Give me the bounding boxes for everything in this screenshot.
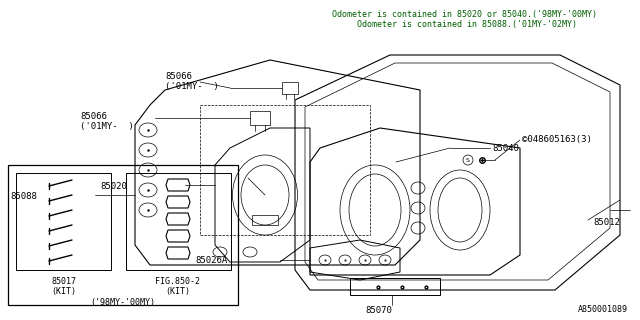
Text: ©048605163(3): ©048605163(3) [522,135,592,144]
Text: 85012: 85012 [593,218,620,227]
Text: A850001089: A850001089 [578,305,628,314]
Text: FIG.850-2: FIG.850-2 [156,277,200,286]
Text: ('98MY-'00MY): ('98MY-'00MY) [90,298,156,307]
Text: 85070: 85070 [365,306,392,315]
Text: 85020: 85020 [100,182,127,191]
Text: 85017: 85017 [51,277,77,286]
Text: 85066
('01MY-  ): 85066 ('01MY- ) [80,112,134,132]
Text: (KIT): (KIT) [166,287,191,296]
Text: S: S [466,157,470,163]
Text: 85040: 85040 [492,144,519,153]
Text: (KIT): (KIT) [51,287,77,296]
Text: 85066
('01MY-  ): 85066 ('01MY- ) [165,72,219,92]
Text: 85088: 85088 [10,192,37,201]
Text: 85026A: 85026A [195,256,227,265]
Text: Odometer is contained in 85020 or 85040.('98MY-'00MY)
     Odometer is contained: Odometer is contained in 85020 or 85040.… [332,10,597,29]
